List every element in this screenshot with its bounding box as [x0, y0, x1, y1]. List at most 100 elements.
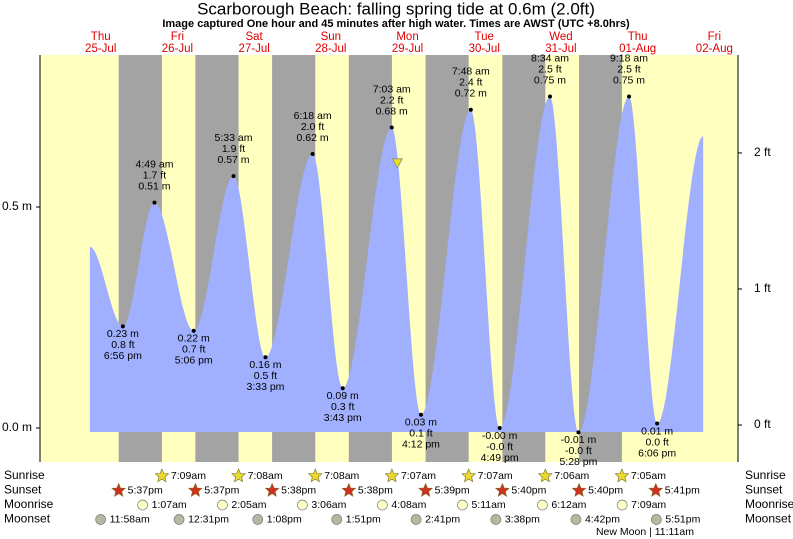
almanac-icon: [111, 482, 127, 497]
extreme-label: 0.0 ft: [645, 436, 668, 448]
almanac-icon: [616, 499, 628, 511]
almanac-time: 5:38pm: [358, 484, 393, 496]
almanac-time: 7:09am: [171, 470, 206, 482]
y-tick-label: 0.5 m: [2, 199, 32, 213]
almanac-time: 2:05am: [231, 499, 266, 511]
almanac-row-label: Moonset: [4, 512, 51, 526]
almanac-time: 5:40pm: [588, 484, 623, 496]
extreme-label: -0.0 ft: [565, 445, 592, 457]
extreme-point: [576, 430, 581, 435]
almanac-icon: [154, 468, 170, 483]
extreme-label: 0.16 m: [249, 359, 281, 371]
almanac-icon: [494, 482, 510, 497]
almanac-time: 7:07am: [478, 470, 513, 482]
extreme-label: 0.57 m: [217, 154, 249, 166]
almanac-time: 7:05am: [631, 470, 666, 482]
almanac-icon: [490, 514, 502, 525]
extreme-label: 0.5 ft: [254, 370, 277, 382]
almanac-time: 1:08pm: [267, 513, 302, 525]
almanac-time: 4:42pm: [585, 513, 620, 525]
almanac-icon: [377, 499, 388, 511]
extreme-point: [497, 425, 502, 430]
extreme-label: 0.8 ft: [111, 339, 134, 351]
almanac-time: 5:38pm: [281, 484, 316, 496]
almanac-icon: [264, 482, 280, 497]
plot-area: 0.23 m0.8 ft6:56 pm 4:49 am1.7 ft0.51 m 0.…: [40, 52, 738, 468]
extreme-label: 2.5 ft: [538, 63, 561, 75]
extreme-label: 2.4 ft: [459, 77, 482, 89]
extreme-label: -0.01 m: [561, 434, 597, 446]
almanac-icon: [173, 514, 185, 525]
almanac-icon: [648, 482, 664, 497]
extreme-label: 0.3 ft: [331, 401, 354, 413]
tide-area: [89, 96, 704, 433]
extreme-point: [152, 200, 157, 205]
almanac-row-label: Sunrise: [4, 468, 45, 482]
extreme-label: 0.75 m: [534, 74, 566, 86]
extreme-label: 5:28 pm: [559, 456, 597, 468]
y2-tick-label: 2 ft: [754, 145, 771, 159]
almanac-icon: [537, 499, 548, 511]
almanac-icon: [570, 514, 582, 525]
extreme-label: 4:49 pm: [481, 452, 519, 464]
extreme-label: 1.9 ft: [222, 143, 245, 155]
extreme-point: [547, 94, 552, 99]
day-date: 26-Jul: [162, 43, 193, 55]
almanac-row-label: Sunset: [4, 483, 42, 497]
almanac-icon: [461, 468, 477, 483]
extreme-label: 3:33 pm: [246, 381, 284, 393]
extreme-label: 4:49 am: [136, 158, 174, 170]
extreme-point: [191, 328, 196, 333]
extreme-label: 8:34 am: [531, 52, 569, 64]
almanac-icon: [571, 482, 587, 497]
day-date: 31-Jul: [545, 43, 576, 55]
day-date: 01-Aug: [619, 43, 656, 55]
almanac-time: 6:12am: [551, 499, 586, 511]
almanac-icon: [418, 482, 434, 497]
almanac-time: 5:51pm: [665, 513, 700, 525]
extreme-label: 0.1 ft: [409, 427, 432, 439]
almanac-time: 1:07am: [152, 499, 187, 511]
extreme-label: 2.5 ft: [617, 63, 640, 75]
almanac-time: 5:37pm: [204, 484, 239, 496]
extreme-point: [627, 94, 632, 99]
extreme-label: 0.68 m: [376, 105, 408, 117]
almanac-time: 7:08am: [248, 470, 283, 482]
y-tick-label: 0.0 m: [2, 420, 32, 434]
almanac-time: 7:08am: [324, 470, 359, 482]
almanac-time: 7:09am: [631, 499, 666, 511]
day-name: Mon: [396, 31, 418, 43]
almanac-icon: [614, 468, 630, 483]
almanac-icon: [297, 499, 308, 511]
extreme-label: 7:48 am: [452, 66, 490, 78]
day-name: Thu: [91, 31, 111, 43]
almanac-row-label: Moonrise: [745, 497, 793, 511]
extreme-point: [231, 174, 236, 179]
extreme-point: [389, 125, 394, 130]
almanac-row-label: Moonrise: [4, 497, 54, 511]
almanac-time: 5:39pm: [435, 484, 470, 496]
day-date: 02-Aug: [696, 43, 733, 55]
day-date: 28-Jul: [315, 43, 346, 55]
extreme-point: [263, 355, 268, 360]
extreme-label: 0.23 m: [107, 328, 139, 340]
extreme-point: [310, 151, 315, 156]
extreme-label: 0.72 m: [455, 88, 487, 100]
extreme-label: -0.00 m: [482, 430, 518, 442]
extreme-label: 3:43 pm: [324, 412, 362, 424]
day-date: 29-Jul: [392, 43, 423, 55]
almanac-time: 12:31pm: [188, 513, 229, 525]
extreme-point: [655, 421, 660, 426]
almanac-time: 2:41pm: [425, 513, 460, 525]
extreme-point: [120, 324, 125, 329]
almanac-row-label: Moonset: [745, 512, 792, 526]
extreme-label: 0.75 m: [613, 74, 645, 86]
extreme-label: 9:18 am: [610, 52, 648, 64]
almanac-time: 3:06am: [311, 499, 346, 511]
almanac-icon: [650, 514, 662, 525]
almanac-icon: [457, 499, 468, 511]
day-date: 25-Jul: [85, 43, 116, 55]
almanac-row-label: Sunset: [745, 483, 783, 497]
chart-subtitle: Image captured One hour and 45 minutes a…: [162, 18, 630, 30]
